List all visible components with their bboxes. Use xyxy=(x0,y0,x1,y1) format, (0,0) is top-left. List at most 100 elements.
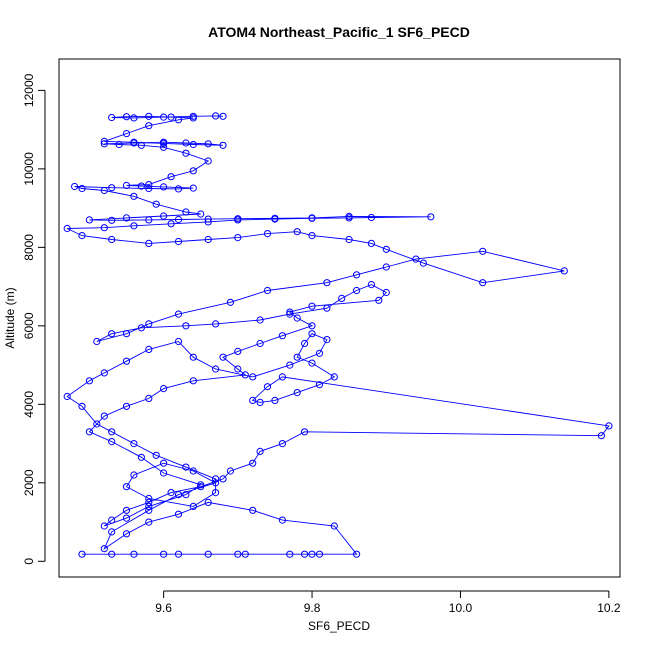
data-point xyxy=(204,140,212,148)
data-point xyxy=(353,286,361,295)
data-point xyxy=(108,235,116,244)
data-point xyxy=(278,516,286,524)
data-point xyxy=(219,353,227,361)
y-tick-label: 12000 xyxy=(22,73,36,107)
data-point xyxy=(145,494,153,503)
x-tick-label: 9.8 xyxy=(304,601,321,615)
data-point xyxy=(174,237,183,246)
data-point xyxy=(219,141,227,149)
data-point xyxy=(160,113,168,121)
data-point xyxy=(145,216,153,224)
data-point xyxy=(145,518,153,526)
data-point xyxy=(189,502,197,510)
data-point xyxy=(189,140,197,149)
data-point xyxy=(152,451,160,459)
data-point xyxy=(479,247,487,255)
data-point xyxy=(234,550,242,558)
y-tick-label: 0 xyxy=(22,558,36,565)
data-point xyxy=(160,550,168,558)
data-point xyxy=(308,232,316,240)
data-point xyxy=(167,113,175,121)
data-point xyxy=(108,528,116,536)
data-point xyxy=(249,396,257,404)
data-point xyxy=(293,389,301,397)
data-point xyxy=(308,302,316,310)
data-point xyxy=(367,213,375,222)
data-point xyxy=(182,463,190,471)
data-point xyxy=(100,224,108,232)
data-point xyxy=(174,116,183,124)
data-point xyxy=(315,349,324,357)
data-point xyxy=(145,345,153,353)
data-point xyxy=(375,296,383,304)
data-point xyxy=(189,112,197,120)
data-point xyxy=(78,232,86,240)
data-point xyxy=(301,339,309,348)
data-point xyxy=(249,373,257,381)
data-point xyxy=(189,377,197,385)
y-tick-label: 10000 xyxy=(22,152,36,186)
data-point xyxy=(122,214,131,222)
data-point xyxy=(197,483,205,491)
data-point xyxy=(204,215,212,223)
data-point xyxy=(204,235,212,244)
data-point xyxy=(367,239,375,247)
data-point xyxy=(330,522,338,530)
data-point xyxy=(308,359,316,367)
data-point xyxy=(182,322,190,330)
data-point xyxy=(108,550,116,558)
data-point xyxy=(271,214,279,222)
data-point xyxy=(204,550,212,558)
data-point xyxy=(263,286,272,295)
data-point xyxy=(122,514,131,522)
data-point xyxy=(301,428,309,436)
data-point xyxy=(145,122,153,130)
data-point xyxy=(226,298,234,306)
data-point xyxy=(212,365,220,373)
x-tick-label: 10.2 xyxy=(597,601,621,615)
data-point xyxy=(93,337,101,346)
data-point xyxy=(137,453,145,461)
data-point xyxy=(130,192,138,200)
data-point xyxy=(108,330,116,338)
data-point xyxy=(197,210,205,218)
data-point xyxy=(100,412,108,420)
data-point xyxy=(212,475,220,483)
data-point xyxy=(137,182,145,190)
data-point xyxy=(278,373,286,381)
data-point xyxy=(108,216,116,224)
data-point xyxy=(174,491,183,499)
data-point xyxy=(152,200,160,208)
data-point xyxy=(100,369,108,377)
data-point xyxy=(182,208,190,216)
data-point xyxy=(189,167,197,175)
data-point xyxy=(241,371,249,379)
data-point xyxy=(85,428,94,436)
data-point xyxy=(293,353,301,361)
data-point xyxy=(256,398,264,406)
data-point xyxy=(308,322,316,330)
data-point xyxy=(234,347,242,355)
data-point xyxy=(419,259,427,267)
data-point xyxy=(189,467,197,475)
data-point xyxy=(145,394,153,402)
data-point xyxy=(308,330,316,338)
data-point xyxy=(249,459,257,467)
data-point xyxy=(145,506,153,514)
data-point xyxy=(130,138,138,146)
data-point xyxy=(115,140,123,149)
data-point xyxy=(204,218,212,226)
data-point xyxy=(315,550,324,558)
data-point xyxy=(174,310,183,318)
data-point xyxy=(263,383,272,391)
data-point xyxy=(256,447,264,455)
data-point xyxy=(167,489,175,497)
data-point xyxy=(145,181,153,189)
data-point xyxy=(145,498,153,506)
series-line xyxy=(66,115,610,555)
data-point xyxy=(122,506,131,514)
data-point xyxy=(367,281,375,289)
data-point xyxy=(345,235,353,244)
data-point xyxy=(182,149,190,157)
